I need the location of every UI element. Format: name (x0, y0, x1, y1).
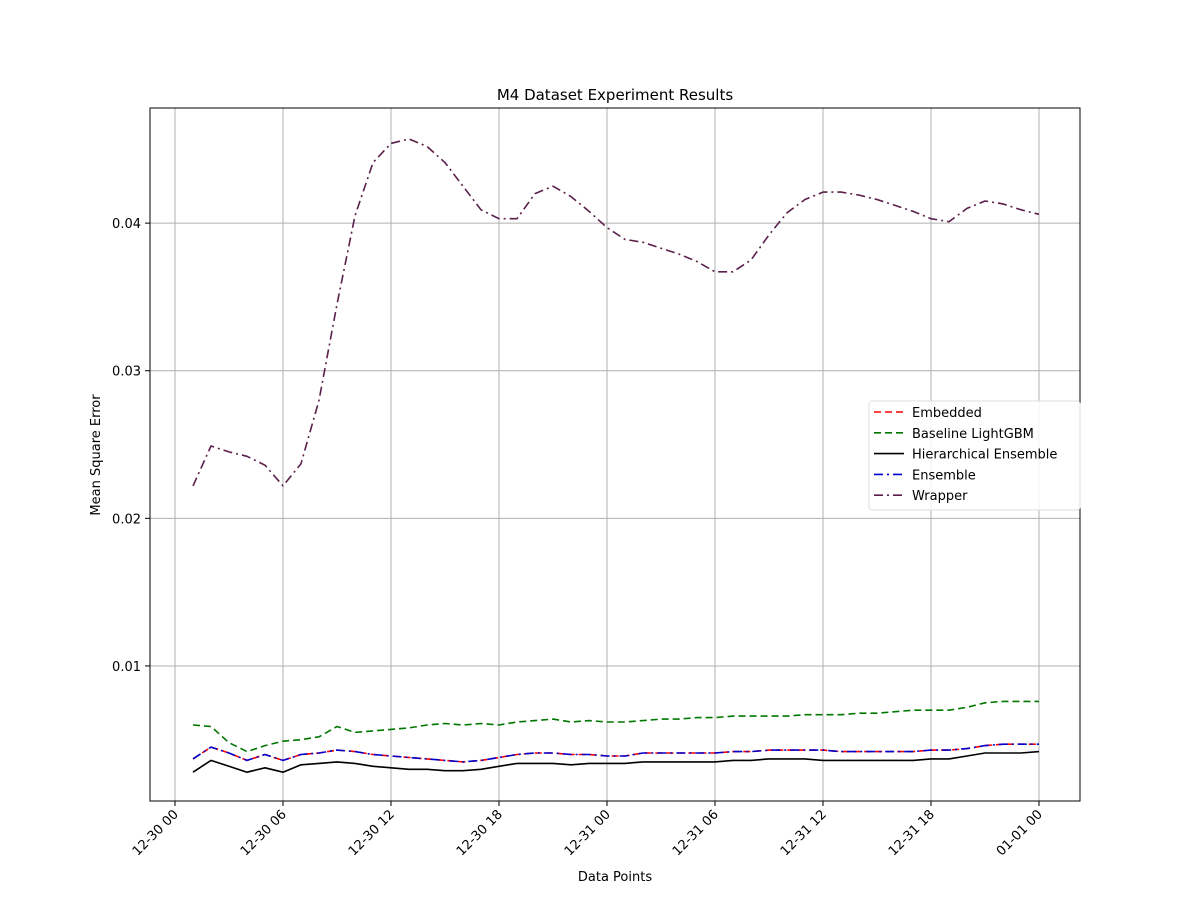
y-axis-label: Mean Square Error (89, 394, 104, 516)
legend-label-4: Wrapper (912, 489, 968, 504)
series-line-4 (192, 138, 1040, 487)
y-tick-label: 0.03 (112, 365, 141, 380)
series-line-1 (192, 700, 1039, 753)
series-line-0 (192, 743, 1039, 763)
x-tick-label: 12-30 12 (346, 807, 398, 859)
x-tick-label: 12-31 06 (670, 807, 722, 859)
chart-title: M4 Dataset Experiment Results (497, 86, 734, 104)
x-tick-label: 01-01 00 (994, 807, 1046, 859)
grid (150, 108, 1080, 801)
legend: Embedded Baseline LightGBM Hierarchical En… (868, 400, 1081, 511)
y-axis: 0.01 0.02 0.03 0.04 (112, 217, 150, 675)
legend-box (868, 400, 1081, 511)
x-axis-label: Data Points (578, 870, 652, 885)
legend-label-3: Ensemble (912, 468, 976, 483)
series-line-3 (192, 743, 1039, 763)
legend-label-1: Baseline LightGBM (912, 427, 1034, 442)
legend-label-2: Hierarchical Ensemble (912, 448, 1057, 463)
series-lines (192, 138, 1040, 774)
legend-label-0: Embedded (912, 406, 982, 421)
x-tick-label: 12-30 00 (130, 807, 182, 859)
x-tick-label: 12-30 18 (454, 807, 506, 859)
y-tick-label: 0.04 (112, 217, 141, 232)
x-tick-label: 12-31 00 (562, 807, 614, 859)
y-tick-label: 0.02 (112, 512, 141, 527)
x-axis: 12-30 00 12-30 06 12-30 12 12-30 18 12-31 00… (130, 801, 1046, 859)
y-tick-label: 0.01 (112, 660, 141, 675)
x-tick-label: 12-30 06 (238, 807, 290, 859)
series-line-2 (192, 750, 1040, 774)
x-tick-label: 12-31 12 (778, 807, 830, 859)
x-tick-label: 12-31 18 (886, 807, 938, 859)
